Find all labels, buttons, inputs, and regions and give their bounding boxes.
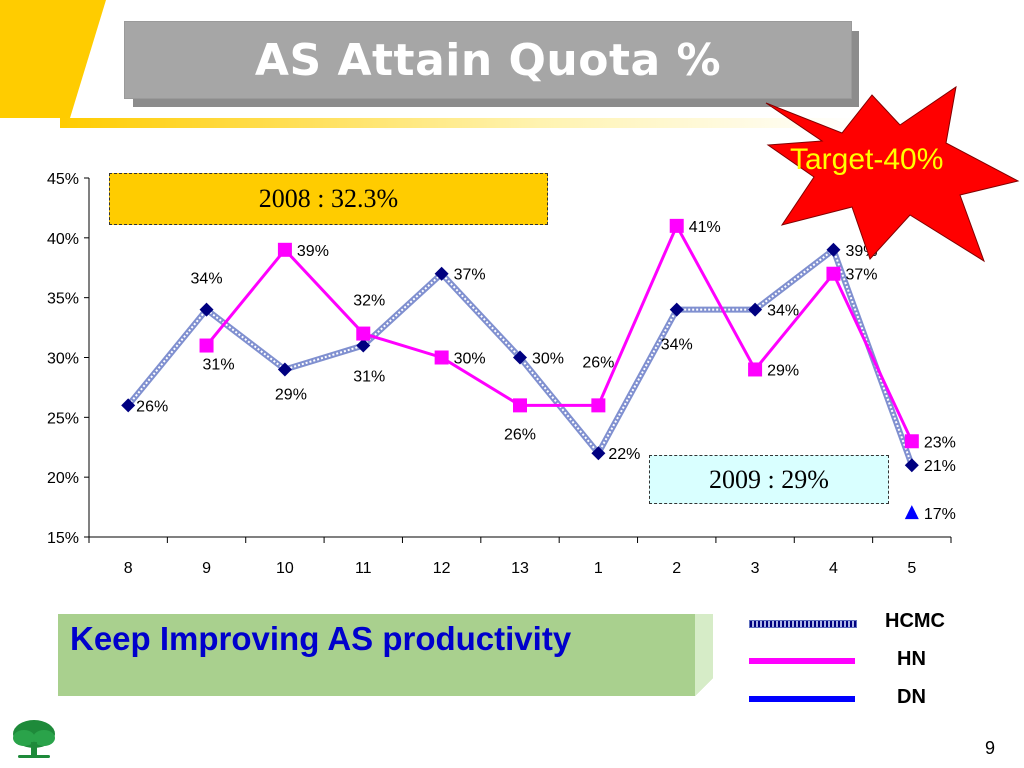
point-hn (669, 218, 684, 233)
point-hcmc (356, 338, 371, 353)
x-tick-label: 8 (124, 560, 133, 577)
point-dn (904, 505, 919, 520)
data-label-hn: 30% (454, 351, 486, 368)
data-label-hn: 41% (689, 219, 721, 236)
y-tick-label: 40% (47, 231, 79, 248)
data-label-hn: 31% (203, 357, 235, 374)
point-hn (356, 326, 371, 341)
series-line-hn (205, 222, 914, 442)
data-label-hcmc: 37% (454, 267, 486, 284)
tree-logo-icon (13, 720, 55, 758)
y-tick-label: 30% (47, 351, 79, 368)
data-label-hn: 37% (845, 267, 877, 284)
legend-swatch-hn (749, 658, 855, 664)
data-label-hcmc: 21% (924, 458, 956, 475)
annotation-2008-text: 2008 : 32.3% (258, 184, 399, 213)
data-label-hn: 23% (924, 434, 956, 451)
point-hcmc (748, 302, 763, 317)
legend-swatch-hcmc (749, 620, 857, 628)
data-label-hn: 26% (582, 354, 614, 371)
y-tick-label: 20% (47, 470, 79, 487)
legend-label-dn: DN (897, 686, 926, 708)
x-tick-label: 5 (907, 560, 916, 577)
annotation-2009: 2009 : 29% (649, 455, 889, 504)
point-hn (904, 434, 919, 449)
annotation-2009-text: 2009 : 29% (709, 464, 829, 494)
x-tick-label: 4 (829, 560, 838, 577)
point-hn (277, 242, 292, 257)
data-label-hn: 39% (297, 243, 329, 260)
x-tick-label: 9 (202, 560, 211, 577)
slide-corner-decoration (0, 0, 106, 118)
data-label-hcmc: 34% (191, 271, 223, 288)
title-box: AS Attain Quota % (124, 21, 852, 99)
y-tick-label: 15% (47, 530, 79, 547)
point-hn (199, 338, 214, 353)
data-label-hn: 26% (504, 426, 536, 443)
page-number: 9 (985, 738, 996, 758)
legend-item-hn: HN (745, 646, 1015, 676)
target-label: Target-40% (790, 143, 944, 176)
point-hcmc (826, 242, 841, 257)
point-hcmc (669, 302, 684, 317)
legend-label-hcmc: HCMC (885, 610, 945, 632)
data-label-hcmc: 30% (532, 351, 564, 368)
point-hn (826, 266, 841, 281)
data-label-hcmc: 29% (275, 386, 307, 403)
x-tick-label: 2 (672, 560, 681, 577)
x-tick-label: 13 (511, 560, 529, 577)
data-label-hcmc: 26% (136, 398, 168, 415)
data-label-hcmc: 22% (608, 446, 640, 463)
annotation-2008: 2008 : 32.3% (109, 173, 548, 225)
point-hcmc (277, 362, 292, 377)
y-tick-label: 45% (47, 171, 79, 188)
slide-title: AS Attain Quota % (254, 34, 722, 86)
point-hn (513, 398, 527, 413)
point-hn (748, 362, 763, 377)
corner-wedge (0, 0, 106, 118)
data-label-hcmc: 34% (661, 337, 693, 354)
legend-label-hn: HN (897, 648, 926, 670)
data-label-hcmc: 31% (353, 369, 385, 386)
point-hcmc (591, 446, 606, 461)
data-label-hn: 32% (353, 293, 385, 310)
point-hcmc (434, 266, 449, 281)
banner-box (58, 614, 713, 696)
point-hn (434, 350, 449, 365)
x-tick-label: 11 (355, 560, 372, 577)
x-tick-label: 1 (594, 560, 603, 577)
point-hcmc (904, 458, 919, 473)
point-hn (591, 398, 606, 413)
y-tick-label: 35% (47, 291, 79, 308)
x-tick-label: 3 (751, 560, 760, 577)
legend-swatch-dn (749, 696, 855, 702)
legend-item-dn: DN (745, 684, 1015, 714)
legend-item-hcmc: HCMC (745, 608, 1015, 638)
banner-text: Keep Improving AS productivity (70, 620, 572, 657)
data-label-hcmc: 34% (767, 303, 799, 320)
y-tick-label: 25% (47, 410, 79, 427)
x-tick-label: 12 (433, 560, 451, 577)
point-hcmc (199, 302, 214, 317)
target-starburst (765, 85, 1020, 263)
data-label-hn: 29% (767, 362, 799, 379)
line-chart: 15%20%25%30%35%40%45%8 9 10 11 12 13 1 2 3 4 526%3… (47, 171, 956, 577)
chart-legend: HCMC HN DN (745, 604, 1015, 716)
x-tick-label: 10 (276, 560, 294, 577)
title-underline-band (60, 118, 860, 128)
data-label-dn: 17% (924, 506, 956, 523)
point-hcmc (121, 398, 136, 413)
point-hcmc (513, 350, 527, 365)
